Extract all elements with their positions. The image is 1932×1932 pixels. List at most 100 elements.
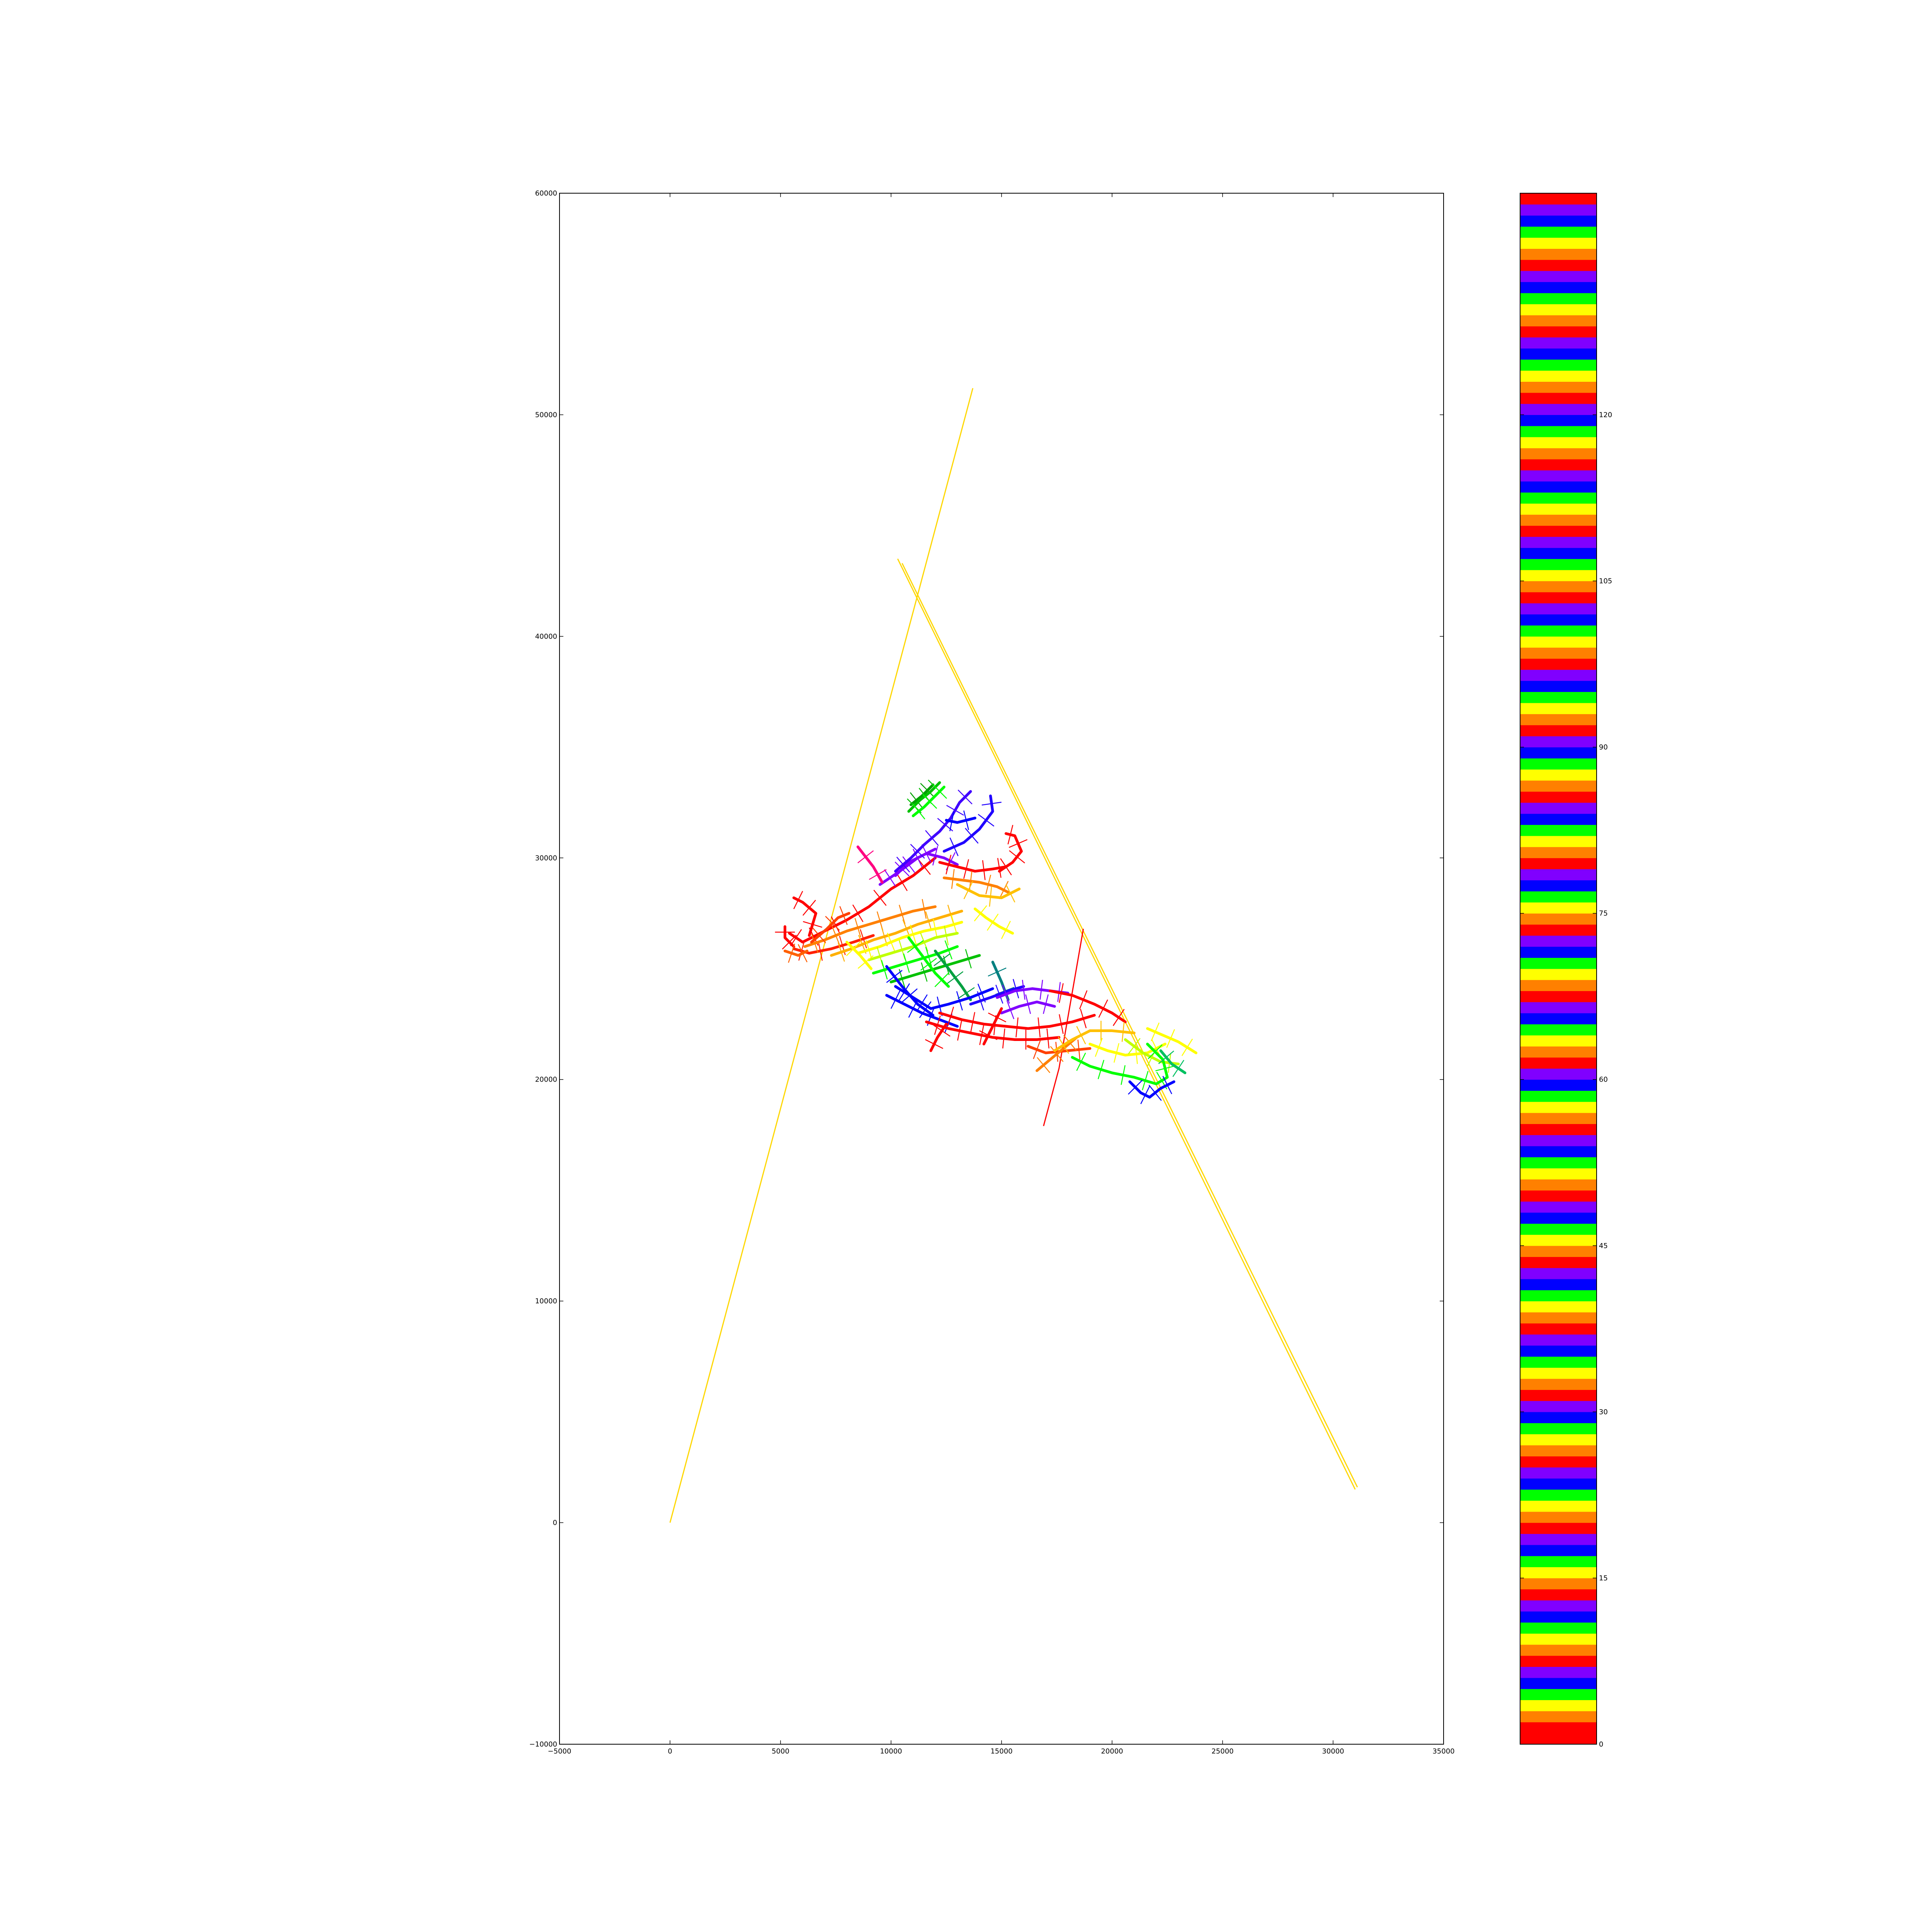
colorbar-band [1520, 1079, 1597, 1091]
network-segment [982, 1007, 1003, 1046]
network-cross-street [902, 856, 915, 873]
network-cross-street [902, 988, 918, 1002]
network-cross-street [920, 958, 937, 971]
network-cross-street [802, 900, 816, 916]
network-segment [909, 783, 935, 806]
colorbar-band [1520, 1323, 1597, 1335]
colorbar-band [1520, 669, 1597, 681]
network-cross-street [837, 942, 845, 962]
network-cross-street [881, 960, 888, 980]
network-cross-street [895, 861, 910, 877]
colorbar-band [1520, 1412, 1597, 1423]
colorbar-band [1520, 359, 1597, 371]
colorbar-band [1520, 935, 1597, 947]
colorbar-band [1520, 880, 1597, 891]
network-cross-street [1128, 1038, 1141, 1055]
colorbar-band [1520, 747, 1597, 759]
network-cross-street [788, 943, 795, 963]
long-line-series [901, 563, 1358, 1488]
colorbar-band [1520, 248, 1597, 260]
colorbar-band [1520, 1500, 1597, 1512]
colorbar-band [1520, 1389, 1597, 1401]
network-cross-street [811, 934, 818, 953]
colorbar-band [1520, 204, 1597, 216]
network-cross-street [793, 891, 803, 909]
colorbar-band [1520, 825, 1597, 836]
long-line-series [1043, 929, 1084, 1126]
network-cross-street [818, 941, 823, 961]
long-line-series [897, 558, 1356, 1490]
colorbar-band [1520, 957, 1597, 969]
colorbar-band [1520, 592, 1597, 604]
colorbar-band [1520, 603, 1597, 615]
y-tick-label: 30000 [535, 854, 557, 862]
colorbar-band [1520, 647, 1597, 659]
network-cross-street [932, 784, 947, 799]
network-cross-street [925, 1039, 944, 1049]
colorbar-band [1520, 1290, 1597, 1301]
colorbar-band [1520, 1378, 1597, 1390]
network-segment [856, 845, 884, 884]
colorbar-band [1520, 215, 1597, 227]
network-cross-street [1128, 1080, 1143, 1095]
network-cross-street [921, 962, 928, 982]
network-cross-street [825, 916, 840, 931]
network-cross-street [997, 858, 1002, 878]
colorbar-band [1520, 1112, 1597, 1124]
x-tick-label: 30000 [1322, 1747, 1344, 1755]
network-cross-street [898, 983, 910, 1001]
colorbar-band [1520, 492, 1597, 504]
network-segment [783, 925, 795, 948]
colorbar-band [1520, 1611, 1597, 1623]
network-cross-street [1022, 980, 1026, 1000]
network-cross-street [933, 919, 938, 939]
network-segment [783, 949, 809, 957]
colorbar-tick-label: 105 [1599, 577, 1612, 585]
colorbar-band [1520, 780, 1597, 792]
axes-frame [559, 193, 1444, 1745]
network-segment [1049, 989, 1127, 1024]
network-segment [803, 905, 937, 948]
colorbar-band [1520, 902, 1597, 914]
network-cross-street [933, 1025, 951, 1037]
colorbar-band [1520, 791, 1597, 803]
network-cross-street [896, 873, 908, 891]
colorbar-band [1520, 1245, 1597, 1257]
colorbar-band [1520, 714, 1597, 725]
network-cross-street [1140, 1086, 1150, 1104]
network-cross-street [957, 987, 975, 999]
colorbar-band [1520, 802, 1597, 814]
network-cross-street [1002, 1028, 1005, 1049]
colorbar-band [1520, 1445, 1597, 1457]
colorbar-band [1520, 636, 1597, 648]
plot-area: −5000 0 5000 10000 15000 20000 25000 30000 35000… [529, 189, 1455, 1755]
colorbar-band [1520, 1622, 1597, 1634]
colorbar-tick-label: 0 [1599, 1740, 1603, 1748]
colorbar-band [1520, 614, 1597, 626]
colorbar-band [1520, 1667, 1597, 1678]
network-cross-street [886, 970, 903, 983]
network-segment [998, 832, 1023, 873]
colorbar-band [1520, 1356, 1597, 1368]
network-cross-street [922, 794, 937, 809]
colorbar-band [1520, 1046, 1597, 1058]
network-cross-street [919, 1001, 932, 1018]
network-cross-street [1006, 1000, 1015, 1019]
network-cross-street [1097, 1060, 1104, 1079]
network-cross-street [944, 925, 949, 946]
colorbar-band [1520, 980, 1597, 991]
colorbar-band [1520, 1423, 1597, 1434]
colorbar-band [1520, 736, 1597, 748]
colorbar-band [1520, 1711, 1597, 1723]
network-cross-street [947, 971, 964, 984]
network-cross-street [965, 828, 979, 844]
colorbar-band [1520, 1367, 1597, 1379]
network-cross-street [1050, 1046, 1064, 1062]
network-cross-street [1079, 990, 1088, 1009]
network-segment [845, 940, 873, 970]
network-cross-street [903, 953, 910, 973]
network-cross-street [869, 869, 887, 880]
network-cross-street [934, 972, 949, 987]
network-cross-street [1039, 980, 1043, 1000]
colorbar-band [1520, 1689, 1597, 1700]
